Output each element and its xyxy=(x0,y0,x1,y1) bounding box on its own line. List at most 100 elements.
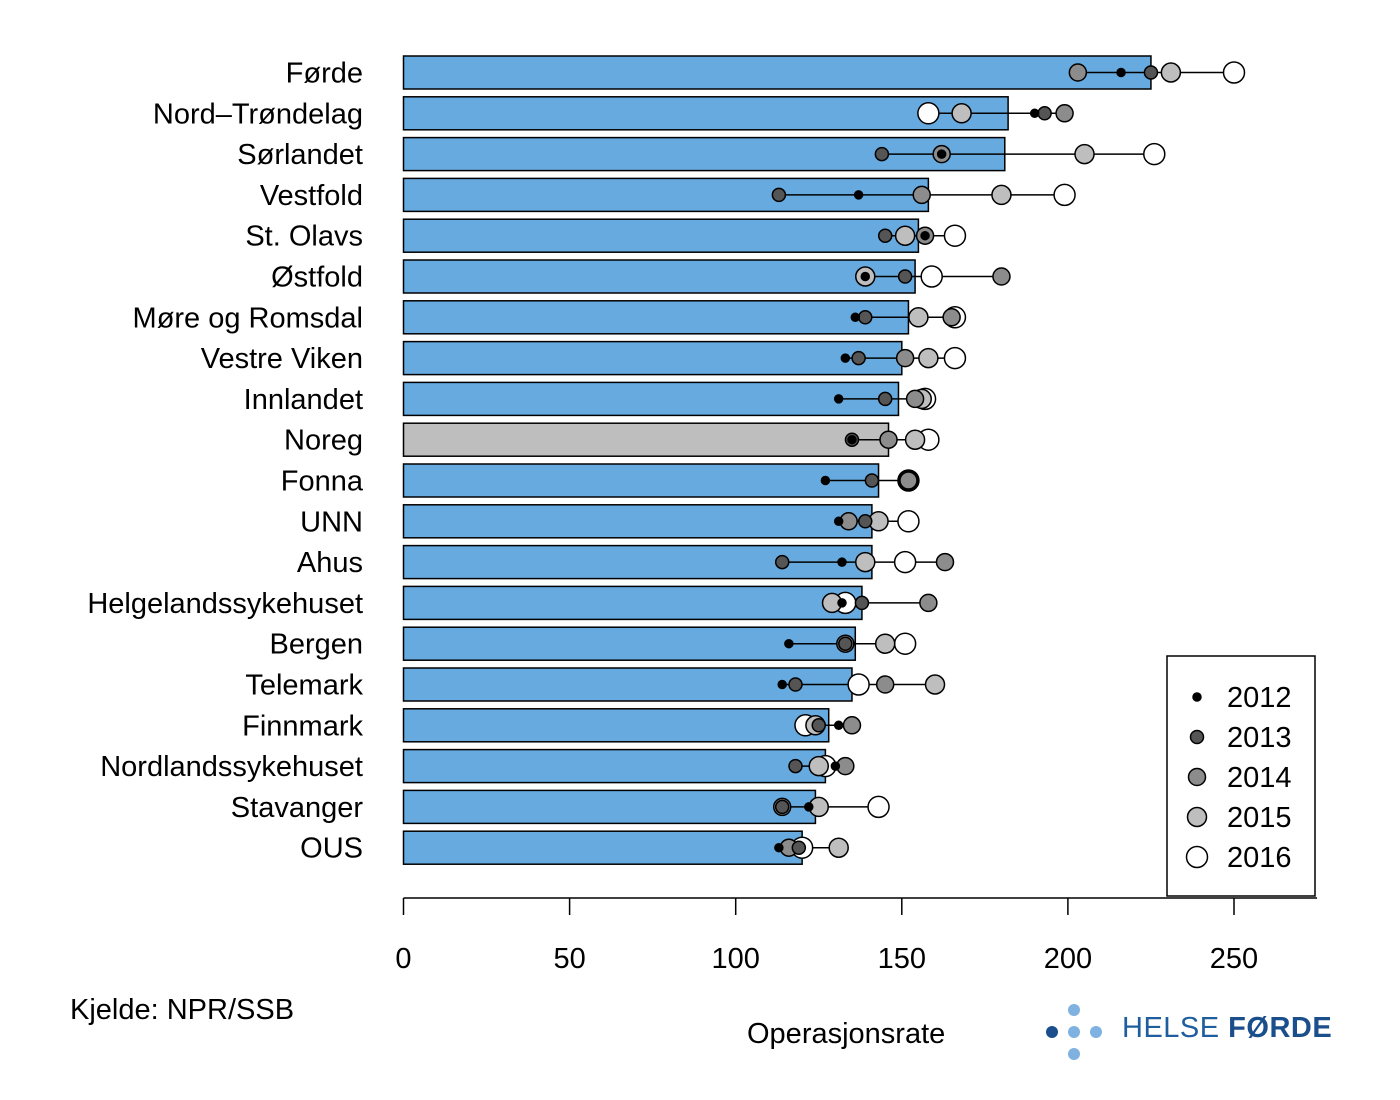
category-label-unn: UNN xyxy=(300,506,363,538)
bar-nordlandssykehuset xyxy=(402,748,827,784)
point-ahus-2015 xyxy=(855,551,876,573)
point-bergen-2015 xyxy=(874,633,896,654)
bar-østfold xyxy=(402,259,916,294)
x-tick-label-0: 0 xyxy=(395,943,411,975)
point-innlandet-2013 xyxy=(877,391,893,407)
legend-label-2015: 2015 xyxy=(1227,802,1292,834)
point-førde-2016 xyxy=(1222,61,1246,84)
logo-text-light: HELSE xyxy=(1122,1012,1220,1044)
point-st-olavs-2016 xyxy=(943,224,967,247)
point-møre-og-romsdal-2013 xyxy=(858,310,873,325)
point-nord-trøndelag-2016 xyxy=(917,102,940,125)
point-bergen-2012 xyxy=(784,638,794,649)
category-label-vestfold: Vestfold xyxy=(260,180,363,212)
x-tick-label-250: 250 xyxy=(1210,943,1258,975)
point-østfold-2014 xyxy=(992,267,1011,286)
point-nordlandssykehuset-2015 xyxy=(808,755,829,777)
bar-nord-trøndelag xyxy=(402,96,1009,131)
logo-text-bold: FØRDE xyxy=(1228,1012,1333,1044)
bar-stavanger xyxy=(402,789,817,825)
point-sørlandet-2015 xyxy=(1074,143,1095,165)
point-vestre-viken-2014 xyxy=(895,348,915,368)
category-label-ahus: Ahus xyxy=(297,547,363,579)
bar-noreg xyxy=(402,422,890,457)
category-label-møre-og-romsdal: Møre og Romsdal xyxy=(133,302,363,334)
point-sørlandet-2012 xyxy=(936,149,947,159)
category-label-innlandet: Innlandet xyxy=(244,384,363,416)
category-label-fonna: Fonna xyxy=(281,466,364,498)
point-innlandet-2012 xyxy=(833,394,844,404)
x-axis: 0 50 100 150 200 250 xyxy=(395,897,1318,975)
point-st-olavs-2013 xyxy=(877,228,893,243)
point-noreg-2014 xyxy=(879,430,898,449)
point-ahus-2012 xyxy=(837,557,847,567)
bar-telemark xyxy=(402,667,853,702)
logo-text: HELSE FØRDE xyxy=(1122,1012,1332,1045)
point-førde-2012 xyxy=(1116,67,1126,78)
source-note: Kjelde: NPR/SSB xyxy=(70,994,295,1026)
point-unn-2012 xyxy=(833,516,844,527)
point-østfold-2013 xyxy=(897,269,913,284)
category-label-vestre-viken: Vestre Viken xyxy=(201,343,363,375)
x-tick-label-200: 200 xyxy=(1044,943,1092,975)
category-label-ous: OUS xyxy=(300,833,363,865)
point-ahus-2014 xyxy=(935,552,955,572)
point-helgelandssykehuset-2014 xyxy=(919,593,938,613)
point-møre-og-romsdal-2012 xyxy=(850,312,861,323)
point-nord-trøndelag-2015 xyxy=(951,103,972,124)
legend-marker-2015 xyxy=(1186,806,1208,828)
point-ahus-2016 xyxy=(893,550,917,574)
point-stavanger-2016 xyxy=(867,795,890,819)
category-label-stavanger: Stavanger xyxy=(231,792,364,824)
point-unn-2016 xyxy=(897,510,920,533)
point-noreg-2015 xyxy=(904,429,926,450)
category-label-førde: Førde xyxy=(286,58,363,90)
point-ahus-2013 xyxy=(774,554,790,570)
point-fonna-2013 xyxy=(864,473,880,488)
point-telemark-2012 xyxy=(777,679,787,690)
bar-unn xyxy=(402,504,873,539)
point-st-olavs-2012 xyxy=(920,230,930,241)
point-helgelandssykehuset-2012 xyxy=(837,598,847,608)
legend-marker-2014 xyxy=(1187,767,1207,787)
logo-dots-icon xyxy=(1046,1004,1102,1060)
x-tick-label-50: 50 xyxy=(553,943,585,975)
point-vestre-viken-2016 xyxy=(943,346,967,370)
category-label-st-olavs: St. Olavs xyxy=(245,221,363,253)
point-nord-trøndelag-2013 xyxy=(1037,106,1052,121)
category-label-helgelandssykehuset: Helgelandssykehuset xyxy=(87,588,363,620)
point-førde-2015 xyxy=(1160,62,1182,83)
bar-vestre-viken xyxy=(402,340,903,376)
point-nordlandssykehuset-2012 xyxy=(830,761,841,771)
bar-bergen xyxy=(402,626,857,661)
point-vestfold-2016 xyxy=(1053,183,1076,207)
point-førde-2014 xyxy=(1068,63,1088,82)
legend-marker-2013 xyxy=(1189,729,1205,745)
bar-fonna xyxy=(402,463,880,498)
point-vestre-viken-2013 xyxy=(851,350,866,366)
point-sørlandet-2016 xyxy=(1143,142,1166,166)
legend-marker-2012 xyxy=(1192,692,1202,702)
category-labels: Førde Nord–Trøndelag Sørlandet Vestfold St. … xyxy=(87,58,364,865)
point-bergen-2016 xyxy=(893,632,917,655)
point-finnmark-2014 xyxy=(842,716,862,735)
point-ous-2013 xyxy=(791,840,807,855)
category-label-telemark: Telemark xyxy=(245,670,363,702)
bar-førde xyxy=(402,55,1152,90)
legend-label-2012: 2012 xyxy=(1227,682,1292,714)
point-nord-trøndelag-2014 xyxy=(1055,104,1074,123)
point-nordlandssykehuset-2013 xyxy=(788,758,803,774)
legend-marker-2016 xyxy=(1185,845,1209,869)
point-vestre-viken-2012 xyxy=(840,353,851,363)
legend: 2012 2013 2014 2015 2016 xyxy=(1166,655,1316,897)
point-fonna-2012 xyxy=(820,475,831,486)
legend-label-2013: 2013 xyxy=(1227,722,1292,754)
x-tick-label-150: 150 xyxy=(878,943,926,975)
point-helgelandssykehuset-2013 xyxy=(854,595,870,611)
legend-label-2016: 2016 xyxy=(1227,842,1292,874)
point-finnmark-2012 xyxy=(833,720,844,731)
bar-ous xyxy=(402,830,803,865)
point-noreg-2012 xyxy=(847,434,857,445)
point-sørlandet-2013 xyxy=(874,146,890,162)
